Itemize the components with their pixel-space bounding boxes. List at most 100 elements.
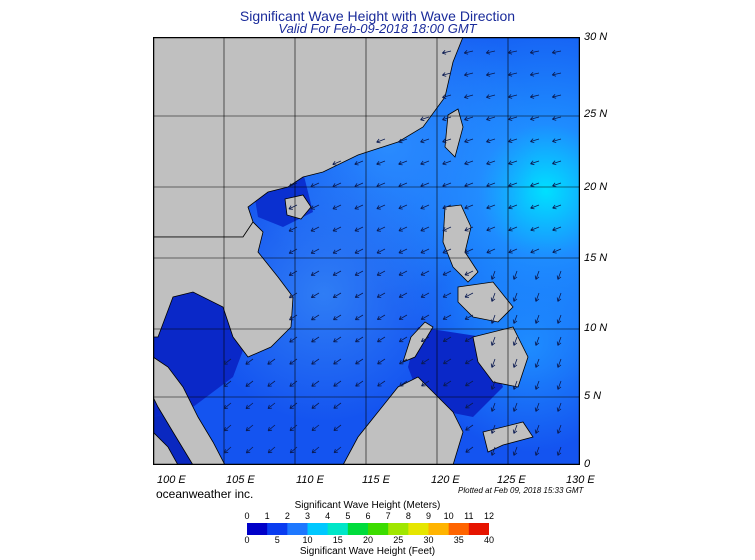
wave-arrow: [465, 424, 474, 431]
wave-arrow: [530, 204, 540, 210]
wave-arrow: [556, 446, 562, 456]
wave-arrow: [288, 204, 298, 210]
wave-arrow: [376, 160, 386, 166]
wave-arrow: [377, 380, 386, 387]
wave-arrow: [512, 446, 518, 456]
wave-arrow: [552, 138, 562, 143]
philippine-visayas: [457, 281, 514, 323]
wave-arrow: [552, 116, 562, 121]
wave-arrow: [355, 380, 364, 387]
wave-arrow: [311, 446, 320, 454]
wave-arrow: [421, 358, 430, 365]
wave-arrow: [398, 292, 408, 298]
wave-arrow: [267, 424, 276, 432]
wave-arrow: [442, 138, 452, 144]
feet-tick-label: 15: [332, 535, 343, 545]
wave-arrow: [552, 94, 562, 99]
wave-arrow: [490, 336, 496, 346]
wave-arrow: [512, 402, 518, 412]
wave-arrow: [376, 248, 386, 254]
colorbar-segment: [287, 523, 308, 535]
wave-arrow: [534, 292, 540, 302]
chart-title: Significant Wave Height with Wave Direct…: [239, 8, 516, 24]
meter-tick-label: 12: [483, 511, 495, 521]
colorbar-segment: [307, 523, 329, 535]
wave-arrow: [310, 292, 320, 298]
lon-label-100e: 100 E: [157, 474, 186, 486]
wave-arrow: [486, 116, 496, 121]
wave-arrow: [534, 424, 540, 434]
wave-arrow: [310, 182, 320, 188]
wave-arrow: [333, 380, 342, 387]
wave-arrow: [464, 314, 474, 320]
wave-arrow: [443, 380, 452, 387]
wave-arrow: [420, 204, 430, 210]
wave-arrow: [398, 336, 408, 343]
wave-arrow: [512, 292, 518, 302]
wave-arrow: [267, 402, 276, 409]
lat-label-5n: 5 N: [584, 390, 602, 402]
wave-arrow: [245, 424, 254, 432]
wave-arrow: [420, 292, 430, 298]
wave-arrow: [530, 138, 540, 143]
wave-arrow: [442, 182, 452, 188]
wave-arrow: [534, 314, 540, 324]
wave-arrow: [556, 358, 562, 368]
malay-peninsula: [153, 356, 226, 465]
wave-arrow: [311, 358, 320, 365]
meter-tick-label: 3: [304, 511, 311, 521]
wave-arrow: [288, 270, 298, 276]
meter-tick-label: 6: [365, 511, 371, 521]
wave-arrow: [420, 270, 430, 276]
wave-arrow: [552, 226, 562, 232]
wave-arrow: [508, 248, 518, 254]
wave-arrow: [556, 402, 562, 412]
wave-arrow: [464, 292, 474, 298]
lat-lon-grid: [153, 37, 580, 465]
wave-arrow: [530, 94, 540, 99]
wave-arrow: [223, 446, 232, 454]
wave-arrow: [223, 380, 232, 387]
wave-arrow: [442, 160, 452, 166]
wave-arrow: [310, 204, 320, 210]
wave-arrow: [354, 160, 364, 166]
wave-arrow: [398, 138, 408, 144]
wave-arrow: [289, 402, 298, 409]
wave-arrow: [465, 402, 474, 409]
wave-arrow: [354, 226, 364, 232]
wave-arrow: [354, 182, 364, 188]
wave-arrow: [512, 358, 518, 368]
wave-arrow: [311, 402, 320, 409]
wave-arrow: [534, 446, 540, 456]
wave-arrow: [420, 248, 430, 254]
wave-arrow: [332, 270, 342, 276]
wave-arrow: [508, 226, 518, 232]
wave-arrow: [508, 94, 518, 99]
wave-arrow: [486, 226, 496, 232]
meter-tick-label: 4: [325, 511, 331, 521]
legend-title-feet: Significant Wave Height (Feet): [299, 546, 436, 557]
wave-arrow: [355, 358, 364, 365]
wave-arrow: [442, 270, 452, 276]
wave-arrow: [289, 314, 298, 321]
wave-arrow: [333, 446, 342, 454]
wave-arrow: [442, 336, 452, 342]
wave-arrow: [355, 336, 364, 343]
wave-arrow: [310, 248, 320, 254]
wave-arrow: [310, 226, 320, 232]
wave-arrow: [556, 424, 562, 434]
lat-label-25n: 25 N: [584, 108, 608, 120]
wave-arrow: [289, 336, 298, 343]
wave-arrow: [552, 182, 562, 188]
feet-tick-label: 25: [393, 535, 404, 545]
wave-arrow: [490, 380, 496, 390]
wave-arrow: [534, 380, 540, 390]
wave-arrow: [311, 314, 320, 321]
wave-arrow: [332, 204, 342, 210]
meter-tick-label: 10: [443, 511, 454, 521]
wave-arrow: [464, 72, 474, 77]
wave-arrow: [464, 270, 474, 276]
wave-arrow: [490, 314, 496, 324]
wave-arrow: [376, 270, 386, 276]
wave-arrow: [508, 160, 518, 166]
